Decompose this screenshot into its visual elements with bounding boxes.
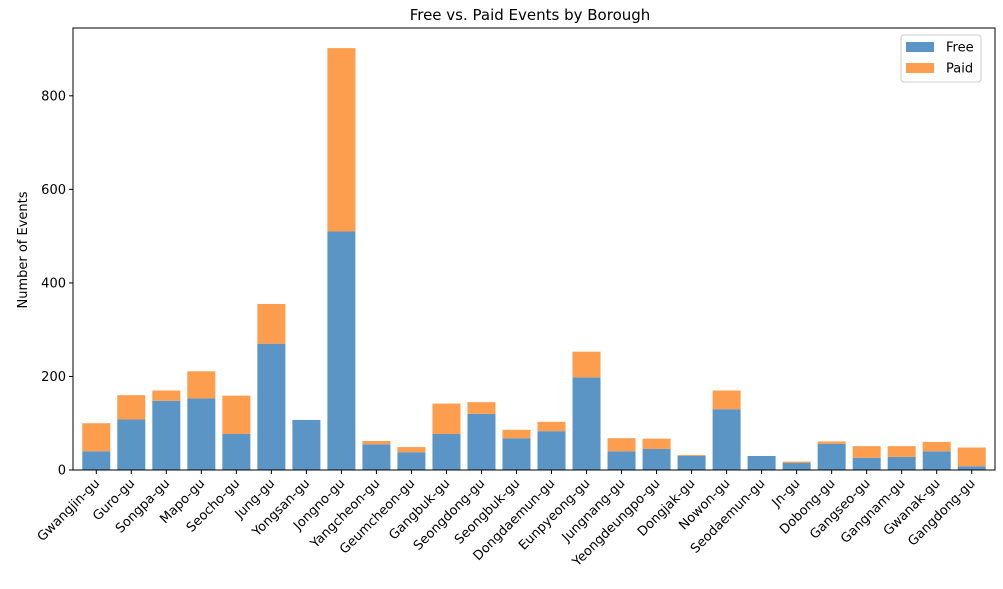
bar-free-24 [922,451,951,470]
bar-free-19 [747,455,776,470]
y-tick-label: 0 [58,464,66,479]
bar-paid-5 [257,303,286,344]
bar-paid-15 [607,438,636,452]
bar-free-16 [642,448,671,470]
bar-free-1 [117,419,146,470]
plot-area: 0200400600800Gwangjin-guGuro-guSongpa-gu… [35,27,996,570]
bar-paid-12 [502,429,531,439]
y-tick-label: 600 [41,183,66,198]
bar-free-0 [82,451,111,470]
bar-paid-3 [187,371,216,399]
bar-free-5 [257,343,286,470]
bar-paid-22 [852,446,881,458]
legend-swatch-free [906,42,934,52]
bar-free-21 [817,443,846,470]
bar-free-2 [152,400,181,470]
bar-paid-8 [362,441,391,445]
bar-free-11 [467,413,496,470]
legend-label-free: Free [946,41,974,56]
bar-free-12 [502,438,531,470]
bar-free-9 [397,452,426,470]
bar-paid-2 [152,390,181,401]
bar-free-22 [852,457,881,470]
bar-paid-18 [712,390,741,410]
bar-paid-17 [677,455,706,456]
bar-free-13 [537,431,566,470]
y-tick-label: 400 [41,276,66,291]
bar-paid-14 [572,351,601,378]
bar-free-3 [187,398,216,470]
bar-free-10 [432,433,461,470]
bar-paid-7 [327,48,356,232]
legend-label-paid: Paid [946,62,973,77]
y-tick-label: 800 [41,89,66,104]
y-axis-label: Number of Events [16,191,31,308]
bar-free-4 [222,433,251,470]
bar-paid-9 [397,447,426,453]
bar-paid-13 [537,421,566,432]
bar-free-14 [572,377,601,470]
bar-free-15 [607,451,636,470]
bar-free-6 [292,419,321,470]
bar-paid-16 [642,438,671,449]
bar-free-17 [677,455,706,470]
plot-frame [72,27,996,471]
bar-free-7 [327,231,356,470]
legend-swatch-paid [906,63,934,73]
y-tick-label: 200 [41,370,66,385]
bar-paid-11 [467,402,496,414]
bar-free-25 [957,466,986,470]
bar-paid-10 [432,403,461,434]
bar-paid-24 [922,441,951,452]
bar-paid-20 [782,461,811,463]
bar-free-20 [782,462,811,470]
bar-paid-23 [887,446,916,457]
bar-free-18 [712,409,741,470]
legend: Free Paid [900,34,982,83]
chart-title: Free vs. Paid Events by Borough [410,6,651,24]
bar-paid-21 [817,441,846,444]
bar-free-23 [887,456,916,470]
bar-paid-0 [82,423,111,452]
bar-paid-25 [957,447,986,467]
bar-paid-1 [117,395,146,420]
bar-free-8 [362,444,391,470]
bar-paid-4 [222,395,251,434]
